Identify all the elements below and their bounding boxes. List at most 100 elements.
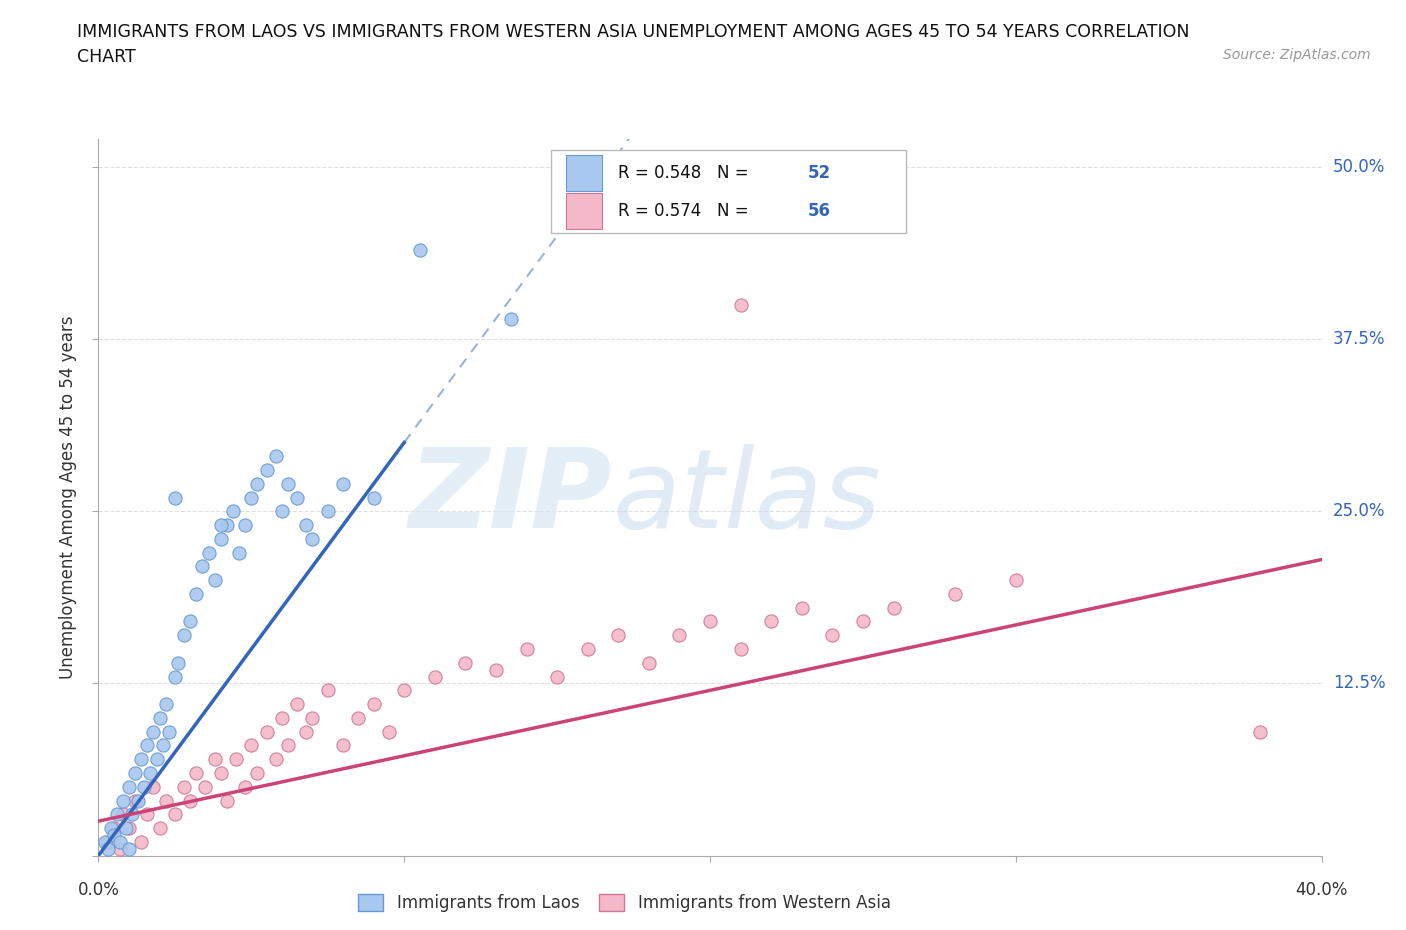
Point: [821, 628, 844, 643]
Text: ZIP: ZIP: [409, 444, 612, 551]
Point: [103, 828, 125, 843]
Point: [295, 724, 318, 739]
Point: [423, 670, 446, 684]
Point: [363, 490, 385, 505]
Point: [883, 600, 905, 615]
Y-axis label: Unemployment Among Ages 45 to 54 years: Unemployment Among Ages 45 to 54 years: [59, 316, 77, 679]
Point: [228, 545, 250, 560]
Point: [129, 751, 152, 766]
Point: [233, 518, 256, 533]
Point: [392, 683, 416, 698]
Point: [332, 476, 354, 491]
Point: [943, 587, 966, 602]
Point: [852, 614, 875, 629]
Point: [124, 765, 146, 780]
Point: [127, 793, 149, 808]
Point: [179, 614, 201, 629]
Point: [301, 531, 323, 546]
Point: [163, 670, 186, 684]
Point: [546, 670, 568, 684]
Point: [699, 614, 721, 629]
Point: [209, 765, 232, 780]
Point: [516, 642, 538, 657]
Point: [246, 476, 269, 491]
Point: [607, 628, 630, 643]
Point: [136, 738, 159, 753]
Point: [240, 738, 263, 753]
Point: [157, 724, 180, 739]
Text: R = 0.574   N =: R = 0.574 N =: [619, 202, 754, 220]
Point: [295, 518, 318, 533]
Point: [668, 628, 690, 643]
Point: [115, 820, 138, 835]
Point: [347, 711, 370, 725]
Point: [215, 793, 238, 808]
Point: [270, 504, 292, 519]
Point: [759, 614, 782, 629]
Point: [790, 600, 813, 615]
Text: 25.0%: 25.0%: [1333, 502, 1385, 520]
Text: 37.5%: 37.5%: [1333, 330, 1385, 348]
Point: [105, 807, 128, 822]
Text: 52: 52: [808, 165, 831, 182]
Point: [256, 724, 278, 739]
Point: [186, 765, 208, 780]
Point: [100, 820, 122, 835]
Point: [285, 490, 308, 505]
Point: [637, 656, 661, 671]
Point: [97, 834, 120, 849]
Point: [134, 779, 156, 794]
Point: [191, 559, 214, 574]
Point: [264, 449, 287, 464]
Text: IMMIGRANTS FROM LAOS VS IMMIGRANTS FROM WESTERN ASIA UNEMPLOYMENT AMONG AGES 45 : IMMIGRANTS FROM LAOS VS IMMIGRANTS FROM …: [77, 23, 1189, 41]
Point: [225, 751, 247, 766]
Point: [222, 504, 245, 519]
Point: [204, 751, 226, 766]
Point: [129, 834, 152, 849]
Point: [277, 476, 299, 491]
Point: [408, 242, 430, 257]
Point: [576, 642, 599, 657]
Text: R = 0.548   N =: R = 0.548 N =: [619, 165, 754, 182]
Point: [246, 765, 269, 780]
FancyBboxPatch shape: [551, 151, 905, 232]
Point: [124, 793, 146, 808]
Point: [173, 628, 195, 643]
Point: [97, 842, 120, 857]
Point: [256, 462, 278, 477]
FancyBboxPatch shape: [565, 155, 602, 191]
Point: [209, 518, 232, 533]
Point: [152, 738, 174, 753]
Point: [163, 807, 186, 822]
Point: [118, 820, 141, 835]
Text: 40.0%: 40.0%: [1295, 881, 1348, 898]
Point: [118, 779, 141, 794]
Point: [730, 642, 752, 657]
Point: [209, 531, 232, 546]
Point: [1004, 573, 1026, 588]
Point: [215, 518, 238, 533]
Point: [145, 751, 167, 766]
Point: [240, 490, 263, 505]
Point: [149, 820, 172, 835]
Point: [332, 738, 354, 753]
Text: 12.5%: 12.5%: [1333, 674, 1385, 693]
Point: [118, 842, 141, 857]
Point: [197, 545, 219, 560]
Point: [111, 807, 134, 822]
Point: [186, 587, 208, 602]
Text: 0.0%: 0.0%: [77, 881, 120, 898]
Point: [167, 656, 190, 671]
Point: [264, 751, 287, 766]
Point: [108, 834, 131, 849]
Point: [111, 793, 134, 808]
Point: [93, 834, 115, 849]
Point: [194, 779, 217, 794]
Point: [363, 697, 385, 711]
Point: [316, 683, 339, 698]
Point: [378, 724, 401, 739]
Point: [501, 312, 523, 326]
Legend: Immigrants from Laos, Immigrants from Western Asia: Immigrants from Laos, Immigrants from We…: [352, 887, 897, 919]
Point: [155, 793, 177, 808]
Point: [270, 711, 292, 725]
